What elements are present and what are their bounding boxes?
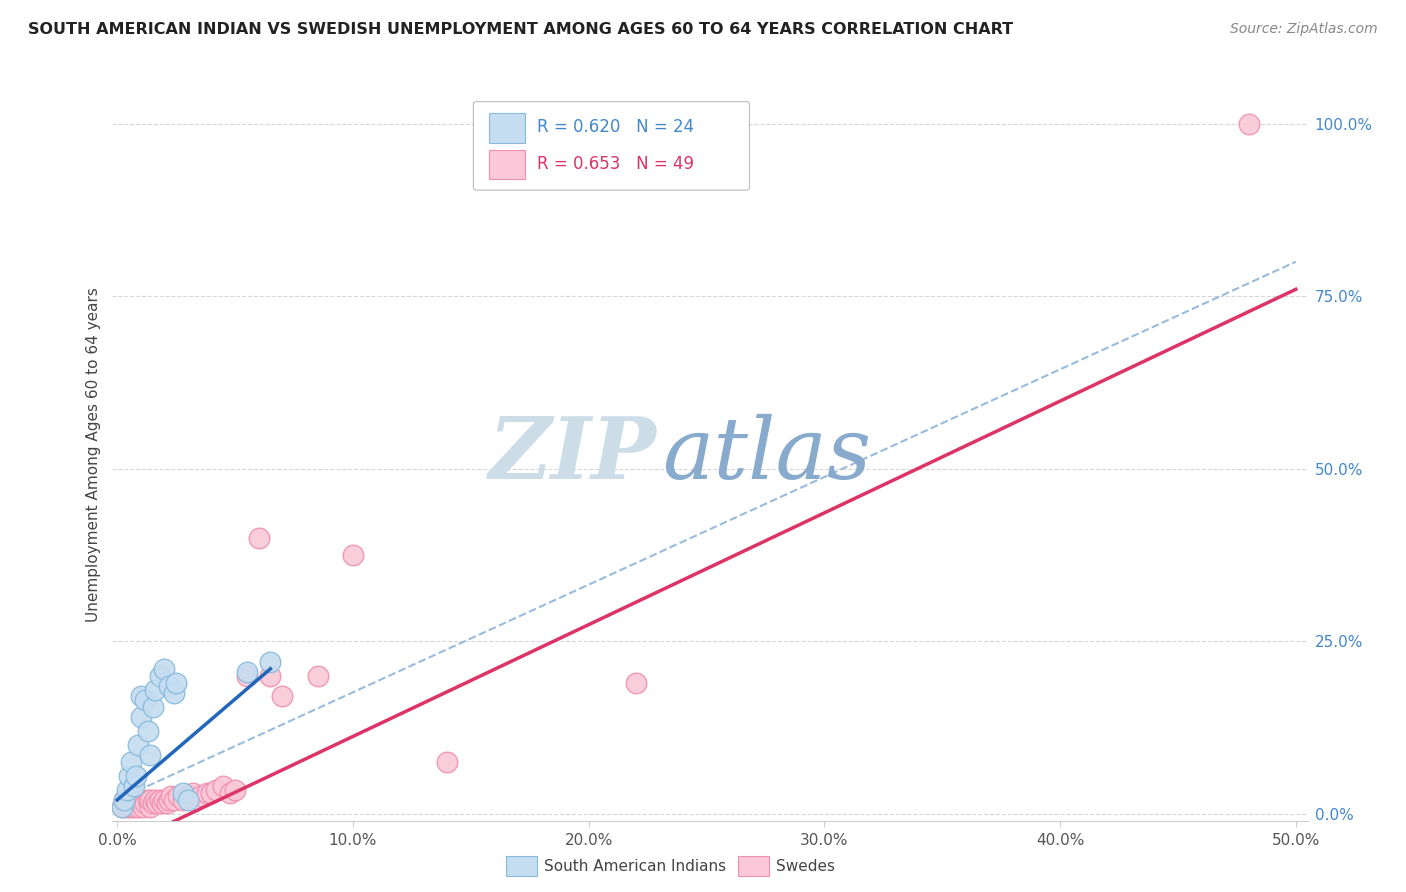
Text: ZIP: ZIP	[488, 413, 657, 497]
Point	[624, 675, 647, 690]
Point	[157, 679, 180, 693]
Point	[271, 690, 294, 704]
Point	[212, 779, 235, 793]
Point	[188, 789, 211, 804]
Point	[236, 669, 259, 683]
Point	[342, 548, 364, 562]
Point	[122, 779, 145, 793]
FancyBboxPatch shape	[489, 113, 524, 143]
Point	[181, 786, 204, 800]
Point	[165, 675, 187, 690]
Point	[142, 699, 165, 714]
Text: atlas: atlas	[662, 414, 872, 496]
Point	[177, 793, 200, 807]
Point	[120, 800, 142, 814]
Point	[122, 800, 145, 814]
Point	[127, 738, 149, 752]
Point	[129, 690, 152, 704]
Point	[118, 769, 141, 783]
FancyBboxPatch shape	[474, 102, 749, 190]
Point	[436, 755, 458, 769]
Text: Swedes: Swedes	[776, 859, 835, 873]
Point	[157, 793, 180, 807]
Point	[200, 786, 222, 800]
Point	[125, 793, 148, 807]
Point	[129, 793, 152, 807]
Point	[167, 789, 190, 804]
Point	[136, 793, 159, 807]
Point	[172, 793, 194, 807]
Point	[259, 669, 281, 683]
Point	[247, 531, 270, 545]
Point	[115, 782, 138, 797]
Point	[139, 793, 162, 807]
Text: SOUTH AMERICAN INDIAN VS SWEDISH UNEMPLOYMENT AMONG AGES 60 TO 64 YEARS CORRELAT: SOUTH AMERICAN INDIAN VS SWEDISH UNEMPLO…	[28, 22, 1014, 37]
Point	[142, 797, 165, 811]
Point	[259, 655, 281, 669]
Point	[134, 797, 156, 811]
Text: R = 0.653   N = 49: R = 0.653 N = 49	[537, 155, 693, 173]
Point	[177, 789, 200, 804]
Text: South American Indians: South American Indians	[544, 859, 727, 873]
Point	[136, 723, 159, 738]
Point	[125, 797, 148, 811]
Point	[172, 786, 194, 800]
Point	[224, 782, 246, 797]
Point	[143, 793, 166, 807]
Point	[118, 797, 141, 811]
Point	[129, 797, 152, 811]
Point	[163, 793, 186, 807]
Text: Source: ZipAtlas.com: Source: ZipAtlas.com	[1230, 22, 1378, 37]
Point	[120, 755, 142, 769]
Point	[139, 748, 162, 763]
Point	[132, 800, 155, 814]
Point	[219, 786, 242, 800]
Point	[163, 686, 186, 700]
Point	[1237, 117, 1260, 131]
FancyBboxPatch shape	[489, 150, 524, 179]
Point	[149, 793, 172, 807]
Point	[112, 793, 135, 807]
Point	[146, 797, 169, 811]
Point	[150, 797, 173, 811]
Point	[143, 682, 166, 697]
Point	[672, 117, 695, 131]
Point	[111, 800, 134, 814]
Point	[111, 800, 134, 814]
Point	[139, 800, 162, 814]
Y-axis label: Unemployment Among Ages 60 to 64 years: Unemployment Among Ages 60 to 64 years	[86, 287, 101, 623]
Point	[307, 669, 329, 683]
Point	[236, 665, 259, 680]
Point	[149, 669, 172, 683]
Point	[156, 797, 179, 811]
Point	[125, 769, 148, 783]
Point	[195, 786, 218, 800]
Point	[115, 800, 138, 814]
Point	[205, 782, 228, 797]
Point	[129, 710, 152, 724]
Point	[120, 793, 142, 807]
Point	[153, 793, 176, 807]
Point	[160, 789, 183, 804]
Point	[112, 797, 135, 811]
Point	[153, 662, 176, 676]
Point	[134, 693, 156, 707]
Text: R = 0.620   N = 24: R = 0.620 N = 24	[537, 119, 695, 136]
Point	[112, 793, 135, 807]
Point	[127, 800, 149, 814]
